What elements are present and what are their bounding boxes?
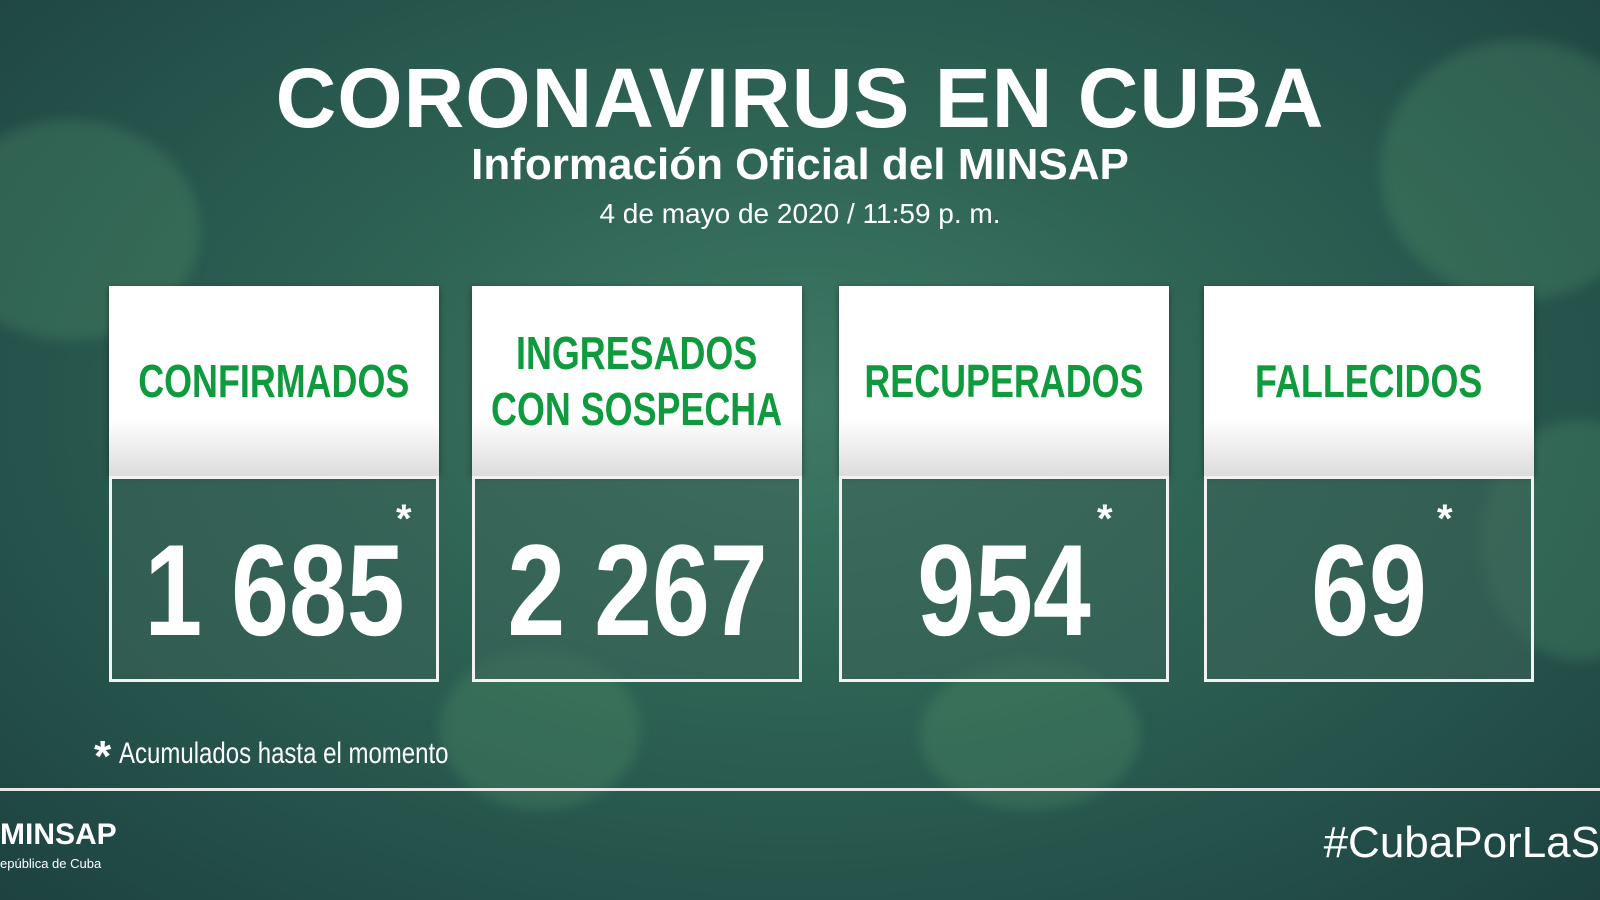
title: CORONAVIRUS EN CUBA: [275, 51, 1325, 145]
stat-card: CONFIRMADOS 1 685 *: [109, 286, 439, 682]
logo: MINSAP: [0, 818, 117, 851]
footnote-text: Acumulados hasta el momento: [119, 737, 449, 770]
card-label: CON SOSPECHA: [491, 383, 783, 435]
card-header: CONFIRMADOS: [109, 286, 439, 476]
card-body: 1 685 *: [109, 476, 439, 682]
footnote: * Acumulados hasta el momento: [94, 732, 531, 782]
card-body: 954 *: [839, 476, 1169, 682]
card-label: INGRESADOS: [516, 327, 758, 379]
stat-card: FALLECIDOS 69 *: [1204, 286, 1534, 682]
card-value: 954: [917, 517, 1091, 663]
card-header: INGRESADOS CON SOSPECHA: [472, 286, 802, 476]
card-label: RECUPERADOS: [864, 355, 1144, 407]
card-value: 1 685: [144, 517, 405, 663]
date: 4 de mayo de 2020 / 11:59 p. m.: [599, 198, 1001, 229]
card-marker: *: [1437, 497, 1453, 541]
card-header: RECUPERADOS: [839, 286, 1169, 476]
card-label: FALLECIDOS: [1255, 355, 1483, 407]
card-label: CONFIRMADOS: [138, 355, 410, 407]
card-body: 2 267: [472, 476, 802, 682]
stat-card: INGRESADOS CON SOSPECHA 2 267: [472, 286, 802, 682]
card-value: 2 267: [507, 517, 768, 663]
stat-card: RECUPERADOS 954 *: [839, 286, 1169, 682]
card-marker: *: [1097, 497, 1113, 541]
card-marker: *: [396, 497, 412, 541]
hashtag: #CubaPorLaS: [1323, 818, 1600, 867]
decoration: [1380, 40, 1600, 300]
subtitle: Información Oficial del MINSAP: [471, 140, 1129, 189]
card-body: 69 *: [1204, 476, 1534, 682]
decoration: [920, 660, 1140, 810]
card-header: FALLECIDOS: [1204, 286, 1534, 476]
logo-subtitle: epública de Cuba: [0, 856, 102, 871]
footnote-marker: *: [94, 732, 112, 781]
divider: [0, 788, 1600, 791]
card-value: 69: [1311, 517, 1427, 663]
